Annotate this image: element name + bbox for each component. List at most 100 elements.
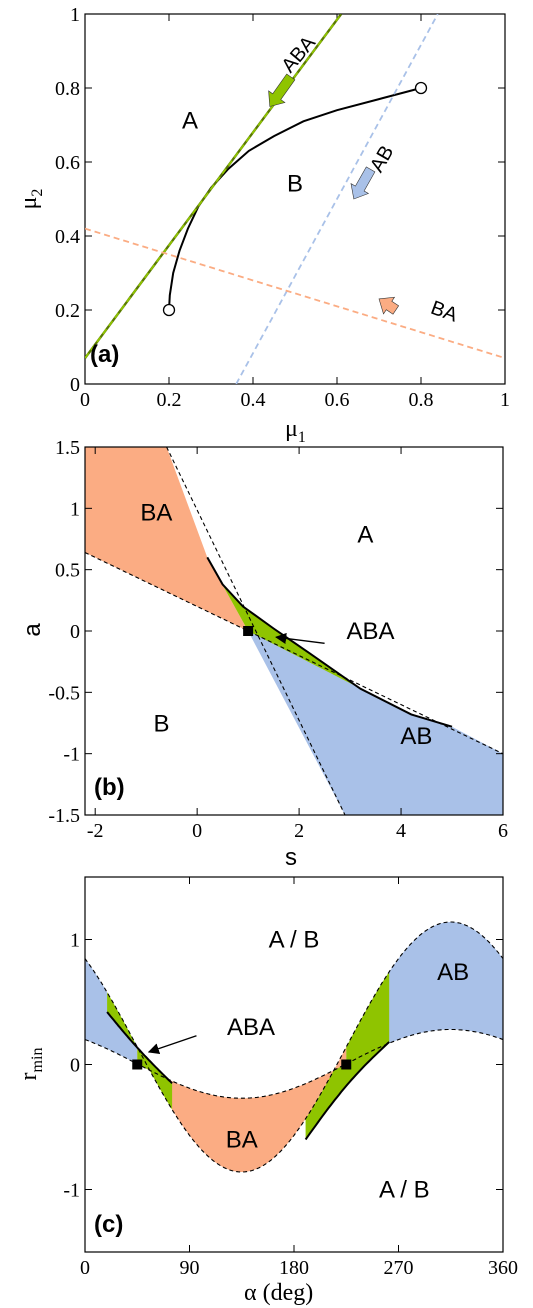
panel-c-ytick-label: 1 xyxy=(70,930,80,952)
panel-b-xtick-label: -2 xyxy=(87,820,104,842)
panel-a-xtick-label: 0.4 xyxy=(241,389,266,411)
panel-b-dashed-line xyxy=(206,557,453,728)
panel-c-region-label: AB xyxy=(437,959,469,986)
panel-a-arrow-label-ABA: ABA xyxy=(278,32,321,77)
panel-a-xlabel: μ1 xyxy=(285,416,306,446)
panel-c-area-ABA-right xyxy=(305,971,390,1140)
panel-c-region-labels: A / B A / B AB BA ABA xyxy=(147,927,469,1204)
panel-c-ticks: 0 90 180 270 360 -1 0 1 xyxy=(63,877,518,1279)
panel-a-xtick-label: 0 xyxy=(80,389,90,411)
panel-b-xtick-label: 6 xyxy=(498,820,508,842)
panel-b-area-AB xyxy=(248,631,503,815)
panel-a-frame xyxy=(84,13,506,385)
panel-b-ytick-label: 1 xyxy=(70,498,80,520)
panel-b-region-AB: AB xyxy=(400,723,432,750)
panel-b-region-B: B xyxy=(153,711,169,738)
panel-c-area-BA xyxy=(137,1047,347,1172)
panel-b-ticks: -2 0 2 4 6 -1.5 -1 -0.5 0 0.5 1 1.5 xyxy=(48,437,508,842)
panel-c-critical-point xyxy=(132,1059,143,1070)
panel-c-arrow-label-ABA: ABA xyxy=(227,1014,275,1041)
panel-b-area-BA xyxy=(85,447,249,631)
panel-c-xlabel-rest: (deg) xyxy=(257,1280,314,1306)
panel-a-arrow-label-BA: BA xyxy=(428,297,461,327)
panel-a-region-B: B xyxy=(287,171,303,198)
panel-a-curve-endpoint xyxy=(414,81,428,95)
panel-b-ytick-label: -1 xyxy=(63,744,80,766)
panel-c-critical-point xyxy=(341,1059,352,1070)
panel-a-lines xyxy=(85,14,505,384)
panel-c-arrow-ABA xyxy=(147,1035,197,1055)
panel-c-ytick-label: -1 xyxy=(63,1180,80,1202)
panel-a-arrow-AB xyxy=(350,166,376,200)
panel-c-ylabel-sub: min xyxy=(29,1048,46,1073)
panel-a-arrow-ABA xyxy=(268,73,296,107)
panel-a-xlabel-sub: 1 xyxy=(298,429,306,446)
panel-b-dashed-line xyxy=(85,552,503,755)
panel-b-critical-point xyxy=(243,626,254,636)
panel-b-ytick-label: -0.5 xyxy=(48,682,80,704)
panel-c-inner-curve xyxy=(85,1028,503,1099)
panel-b-ytick-label: 1.5 xyxy=(55,437,80,459)
panel-b-xtick-label: 4 xyxy=(396,820,406,842)
panel-a-xtick-label: 0.8 xyxy=(409,389,434,411)
panel-b-ylabel: a xyxy=(19,623,46,637)
panel-a-region-A: A xyxy=(182,108,198,135)
panel-a-xlabel-main: μ xyxy=(285,416,298,442)
panel-c-region-label: A / B xyxy=(379,1177,430,1204)
panel-c-ylabel: rmin xyxy=(16,1048,46,1081)
panel-a-ytick-label: 0.6 xyxy=(55,152,80,174)
panel-b-region-A: A xyxy=(357,522,373,549)
panel-c-solid-line-left xyxy=(106,1011,173,1085)
panel-c-ylabel-main: r xyxy=(16,1072,42,1080)
panel-a-ylabel: μ2 xyxy=(16,189,46,210)
panel-b-areas xyxy=(85,447,503,815)
panel-b-arrow-label-ABA: ABA xyxy=(346,618,394,645)
panel-c-ytick-label: 0 xyxy=(70,1055,80,1077)
panel-b-region-BA: BA xyxy=(140,500,172,527)
panel-a-ytick-label: 0 xyxy=(70,374,80,396)
panel-c-xlabel: α (deg) xyxy=(244,1280,313,1306)
panel-c: 0 90 180 270 360 -1 0 1 A / B A / B AB BA ABA (c) α… xyxy=(16,876,518,1306)
panel-a-xtick-label: 0.6 xyxy=(325,389,350,411)
panel-c-solid-line-right xyxy=(304,1041,390,1141)
panel-a-ylabel-sub: 2 xyxy=(29,189,46,197)
panel-c-xtick-label: 90 xyxy=(180,1257,200,1279)
panel-a-xtick-label: 1 xyxy=(500,389,510,411)
panel-a-ytick-label: 1 xyxy=(70,4,80,26)
panel-c-xtick-label: 270 xyxy=(384,1257,414,1279)
panel-c-region-label: BA xyxy=(226,1127,258,1154)
panel-b-label: (b) xyxy=(94,774,125,801)
panel-c-label: (c) xyxy=(94,1211,123,1238)
panel-a-arrow-BA xyxy=(378,296,400,315)
panel-c-region-label: A / B xyxy=(269,927,320,954)
panel-b-ytick-label: 0.5 xyxy=(55,560,80,582)
panel-a-curve-endpoint xyxy=(162,303,176,317)
panel-a-ylabel-main: μ xyxy=(16,197,42,210)
panel-b-ytick-label: 0 xyxy=(70,621,80,643)
panel-a-line-AB xyxy=(235,14,439,384)
panel-b-lines xyxy=(85,447,503,815)
panel-c-lines xyxy=(85,921,503,1173)
panel-b-xlabel: s xyxy=(285,844,297,871)
panel-c-outer-curve xyxy=(85,921,503,1173)
panel-a-line-ABA xyxy=(85,14,342,359)
panel-a-label: (a) xyxy=(90,341,119,368)
panel-c-xtick-label: 360 xyxy=(488,1257,518,1279)
panel-b-xtick-label: 0 xyxy=(192,820,202,842)
panel-a-ytick-label: 0.4 xyxy=(55,226,80,248)
panel-a-xtick-label: 0.2 xyxy=(157,389,182,411)
panel-a-ytick-label: 0.2 xyxy=(55,300,80,322)
panel-c-xtick-label: 0 xyxy=(80,1257,90,1279)
panel-b-ytick-label: -1.5 xyxy=(48,805,80,827)
panel-c-xlabel-main: α xyxy=(244,1280,257,1306)
panel-b-xtick-label: 2 xyxy=(294,820,304,842)
panel-a-line-BA xyxy=(85,227,505,359)
panel-a-ticks: 0 0.2 0.4 0.6 0.8 1 0 0.2 0.4 0.6 0.8 1 xyxy=(55,4,510,411)
panel-b-arrow-ABA xyxy=(275,632,325,644)
panel-b-dashed-line xyxy=(166,447,346,815)
